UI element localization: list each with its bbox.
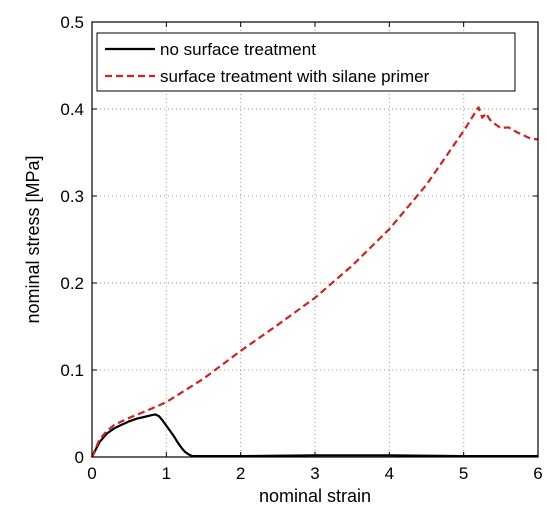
- x-axis-label: nominal strain: [259, 486, 371, 506]
- x-tick-label: 1: [162, 464, 171, 483]
- legend-label-1: no surface treatment: [160, 40, 316, 59]
- y-tick-label: 0: [75, 448, 84, 467]
- x-tick-label: 2: [236, 464, 245, 483]
- y-tick-label: 0.3: [60, 187, 84, 206]
- x-tick-label: 0: [87, 464, 96, 483]
- y-tick-label: 0.4: [60, 100, 84, 119]
- series-line-1: [91, 413, 538, 458]
- y-tick-label: 0.1: [60, 361, 84, 380]
- legend-label-2: surface treatment with silane primer: [160, 67, 430, 86]
- x-tick-label: 5: [459, 464, 468, 483]
- y-tick-label: 0.5: [60, 13, 84, 32]
- x-tick-label: 3: [310, 464, 319, 483]
- series-line-2: [90, 106, 539, 458]
- x-tick-label: 6: [533, 464, 542, 483]
- legend-box: [96, 32, 516, 92]
- x-tick-label: 4: [385, 464, 394, 483]
- y-axis-label: nominal stress [MPa]: [23, 155, 43, 323]
- y-tick-label: 0.2: [60, 274, 84, 293]
